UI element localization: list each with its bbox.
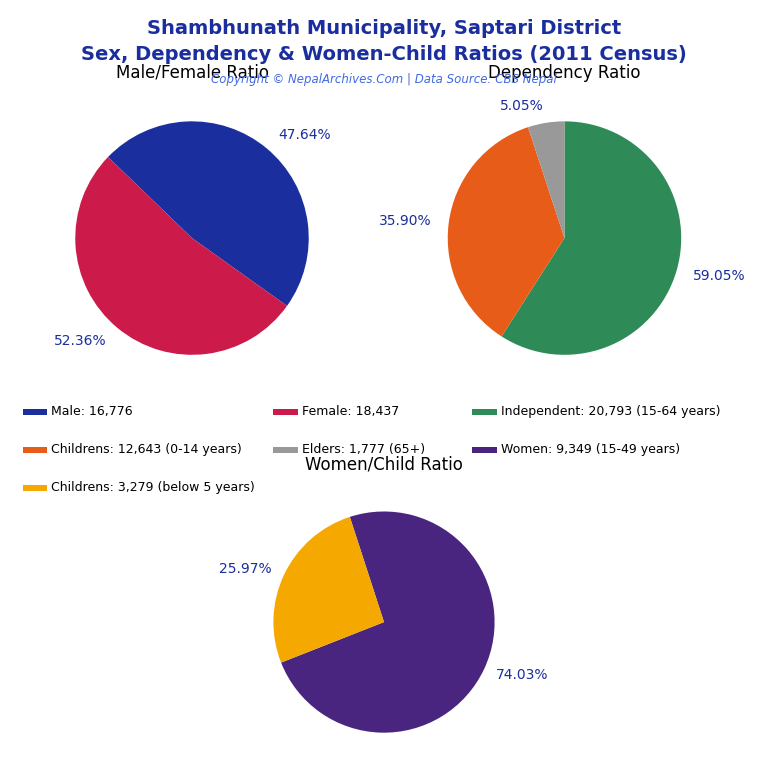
Wedge shape [75, 157, 287, 355]
Text: Elders: 1,777 (65+): Elders: 1,777 (65+) [302, 443, 425, 456]
Bar [273, 447, 298, 452]
Bar [23, 485, 47, 491]
Title: Women/Child Ratio: Women/Child Ratio [305, 456, 463, 474]
Wedge shape [502, 121, 681, 355]
Text: Female: 18,437: Female: 18,437 [302, 406, 399, 418]
Wedge shape [281, 511, 495, 733]
Text: 25.97%: 25.97% [220, 562, 272, 576]
Bar [472, 447, 497, 452]
Text: Male: 16,776: Male: 16,776 [51, 406, 133, 418]
Text: 47.64%: 47.64% [278, 127, 330, 142]
Text: Independent: 20,793 (15-64 years): Independent: 20,793 (15-64 years) [502, 406, 720, 418]
Text: 35.90%: 35.90% [379, 214, 432, 228]
Wedge shape [528, 121, 564, 238]
Title: Male/Female Ratio: Male/Female Ratio [115, 64, 269, 82]
Title: Dependency Ratio: Dependency Ratio [488, 64, 641, 82]
Text: 59.05%: 59.05% [694, 269, 746, 283]
Text: 52.36%: 52.36% [54, 334, 106, 349]
Wedge shape [108, 121, 309, 306]
Text: Women: 9,349 (15-49 years): Women: 9,349 (15-49 years) [502, 443, 680, 456]
Bar [273, 409, 298, 415]
Text: 5.05%: 5.05% [499, 98, 543, 113]
Text: Shambhunath Municipality, Saptari District: Shambhunath Municipality, Saptari Distri… [147, 19, 621, 38]
Text: Childrens: 3,279 (below 5 years): Childrens: 3,279 (below 5 years) [51, 481, 255, 494]
Wedge shape [448, 127, 564, 336]
Wedge shape [273, 517, 384, 663]
Bar [472, 409, 497, 415]
Text: 74.03%: 74.03% [496, 668, 548, 682]
Bar [23, 447, 47, 452]
Bar [23, 409, 47, 415]
Text: Sex, Dependency & Women-Child Ratios (2011 Census): Sex, Dependency & Women-Child Ratios (20… [81, 45, 687, 64]
Text: Childrens: 12,643 (0-14 years): Childrens: 12,643 (0-14 years) [51, 443, 242, 456]
Text: Copyright © NepalArchives.Com | Data Source: CBS Nepal: Copyright © NepalArchives.Com | Data Sou… [211, 73, 557, 86]
